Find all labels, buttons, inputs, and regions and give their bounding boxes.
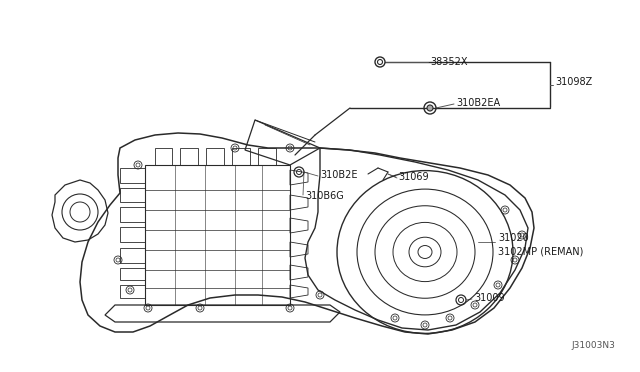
Text: 38352X: 38352X [430, 57, 467, 67]
Text: 31020: 31020 [498, 233, 529, 243]
Text: 310B2EA: 310B2EA [456, 98, 500, 108]
Text: J31003N3: J31003N3 [571, 341, 615, 350]
Text: 31098Z: 31098Z [555, 77, 592, 87]
Text: 3102MP (REMAN): 3102MP (REMAN) [498, 247, 584, 257]
Text: 310B6G: 310B6G [305, 191, 344, 201]
Text: 310B2E: 310B2E [320, 170, 358, 180]
Text: 31009: 31009 [474, 293, 504, 303]
Circle shape [427, 105, 433, 111]
Text: 31069: 31069 [398, 172, 429, 182]
